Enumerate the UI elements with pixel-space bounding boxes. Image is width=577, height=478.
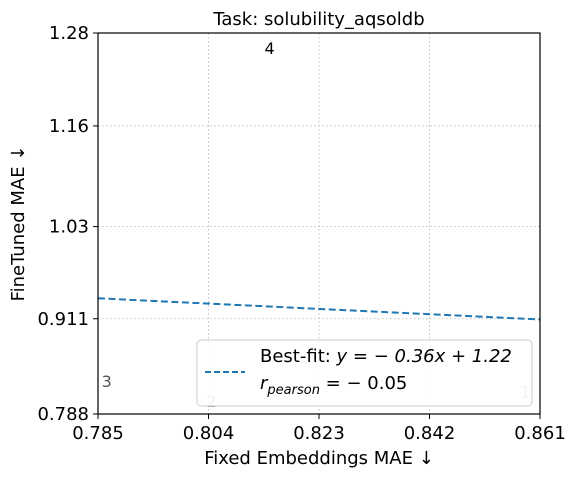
x-axis-ticks: 0.785 0.804 0.823 0.842 0.861 [72,414,566,444]
y-tick-label: 1.28 [49,23,89,44]
x-tick-label: 0.842 [404,423,456,444]
legend: Best-fit: y = − 0.36x + 1.22 rpearson = … [196,339,533,407]
legend-box [196,339,533,407]
y-tick-label: 1.03 [49,217,89,238]
x-axis-label: Fixed Embeddings MAE ↓ [204,448,434,469]
legend-fit-entry: Best-fit: y = − 0.36x + 1.22 [260,346,512,367]
chart-title: Task: solubility_aqsoldb [212,9,424,30]
y-axis-label: FineTuned MAE ↓ [8,146,29,302]
y-tick-label: 0.788 [37,404,89,425]
legend-r-value: = − 0.05 [320,373,407,394]
legend-r-entry: rpearson = − 0.05 [260,373,407,398]
y-axis-ticks: 0.788 0.911 1.03 1.16 1.28 [37,23,98,425]
x-tick-label: 0.804 [183,423,235,444]
point-label-4: 4 [264,39,274,58]
y-tick-label: 1.16 [49,116,89,137]
point-label-3: 3 [102,372,112,391]
legend-r-subscript: pearson [266,383,320,398]
best-fit-line [97,297,541,321]
x-tick-label: 0.861 [514,423,566,444]
fit-line-group [97,297,541,321]
x-tick-label: 0.823 [293,423,345,444]
y-tick-label: 0.911 [37,309,89,330]
legend-fit-formula: y = − 0.36x + 1.22 [336,346,512,367]
x-tick-label: 0.785 [72,423,124,444]
legend-r-symbol: r [260,373,269,394]
legend-fit-prefix: Best-fit: [260,346,337,367]
